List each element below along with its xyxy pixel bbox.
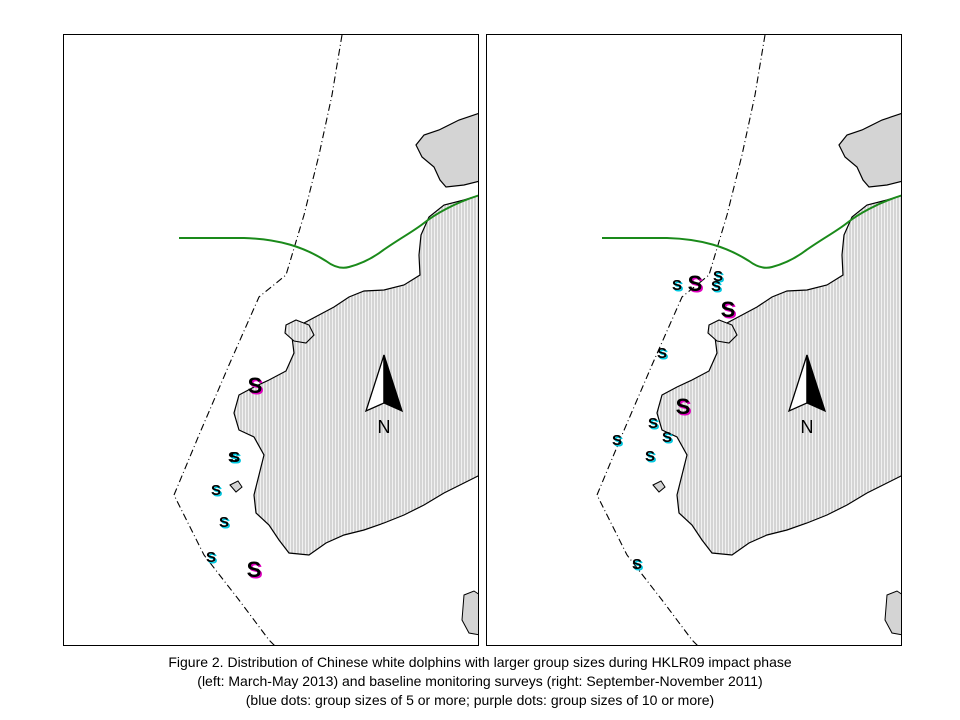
dolphin-sighting-marker: SS (711, 278, 723, 297)
dolphin-sighting-marker: SS (645, 448, 657, 467)
svg-text:S: S (219, 514, 229, 531)
north-label: N (801, 417, 814, 437)
dolphin-sighting-marker: SS (211, 482, 223, 501)
svg-text:S: S (658, 347, 668, 364)
islet (652, 480, 666, 493)
dolphin-sighting-marker: SS (657, 345, 669, 364)
islet (229, 480, 243, 493)
dolphin-sighting-marker: SS (247, 557, 263, 584)
svg-text:S: S (206, 549, 216, 566)
svg-text:S: S (672, 277, 682, 294)
figure-caption: Figure 2. Distribution of Chinese white … (0, 653, 960, 710)
dolphin-sighting-marker: SS (632, 556, 644, 575)
svg-text:S: S (248, 559, 263, 584)
north-arrow-icon (787, 354, 827, 413)
dolphin-sighting-marker: SS (219, 514, 231, 533)
svg-text:S: S (712, 280, 722, 297)
dolphin-sighting-marker: SS (206, 549, 218, 568)
svg-text:S: S (662, 429, 672, 446)
svg-text:S: S (676, 394, 691, 419)
route-line (179, 194, 478, 269)
svg-text:S: S (688, 271, 703, 296)
dolphin-sighting-marker: SS (228, 449, 240, 468)
svg-text:S: S (713, 268, 723, 285)
island (284, 319, 315, 344)
boundary-line (596, 35, 766, 645)
svg-text:S: S (249, 375, 264, 400)
dolphin-sighting-marker: SS (662, 429, 674, 448)
land-mass-north (415, 113, 478, 188)
svg-text:S: S (231, 451, 241, 468)
svg-text:S: S (648, 415, 658, 432)
svg-text:S: S (645, 448, 655, 465)
svg-text:S: S (711, 278, 721, 295)
island-southeast (461, 590, 478, 636)
dolphin-sighting-marker: SS (612, 432, 624, 451)
svg-text:S: S (677, 396, 692, 421)
svg-text:S: S (673, 279, 683, 296)
caption-line-2: (left: March-May 2013) and baseline moni… (197, 673, 763, 689)
svg-text:S: S (714, 270, 724, 287)
caption-line-1: Figure 2. Distribution of Chinese white … (168, 654, 792, 670)
svg-text:S: S (230, 449, 240, 466)
island (707, 319, 738, 344)
svg-text:S: S (248, 373, 263, 398)
svg-text:S: S (228, 449, 238, 466)
dolphin-sighting-marker: SS (721, 297, 737, 324)
svg-text:S: S (649, 417, 659, 434)
caption-line-3: (blue dots: group sizes of 5 or more; pu… (245, 692, 715, 708)
dolphin-sighting-marker: SS (672, 277, 684, 296)
north-arrow-icon (364, 354, 404, 413)
svg-text:S: S (646, 450, 656, 467)
svg-text:S: S (722, 299, 737, 324)
svg-text:S: S (632, 556, 642, 573)
dolphin-sighting-marker: SS (713, 268, 725, 287)
svg-text:S: S (721, 297, 736, 322)
svg-text:S: S (663, 431, 673, 448)
dolphin-sighting-marker: SS (688, 271, 704, 298)
svg-text:S: S (211, 482, 221, 499)
svg-text:S: S (212, 484, 222, 501)
dolphin-sighting-marker: SS (648, 415, 660, 434)
boundary-line (173, 35, 343, 645)
svg-text:S: S (657, 345, 667, 362)
land-mass-north (838, 113, 901, 188)
svg-text:S: S (613, 434, 623, 451)
north-label: N (378, 417, 391, 437)
land-mass (656, 194, 901, 556)
svg-text:S: S (207, 551, 217, 568)
land-mass (233, 194, 478, 556)
svg-text:S: S (612, 432, 622, 449)
dolphin-sighting-marker: SS (230, 449, 242, 468)
dolphin-sighting-marker: SS (676, 394, 692, 421)
route-line (602, 194, 901, 269)
svg-text:S: S (689, 273, 704, 298)
svg-text:S: S (220, 516, 230, 533)
svg-text:S: S (229, 451, 239, 468)
island-southeast (884, 590, 901, 636)
dolphin-sighting-marker: SS (248, 373, 264, 400)
svg-text:S: S (633, 558, 643, 575)
svg-text:S: S (247, 557, 262, 582)
